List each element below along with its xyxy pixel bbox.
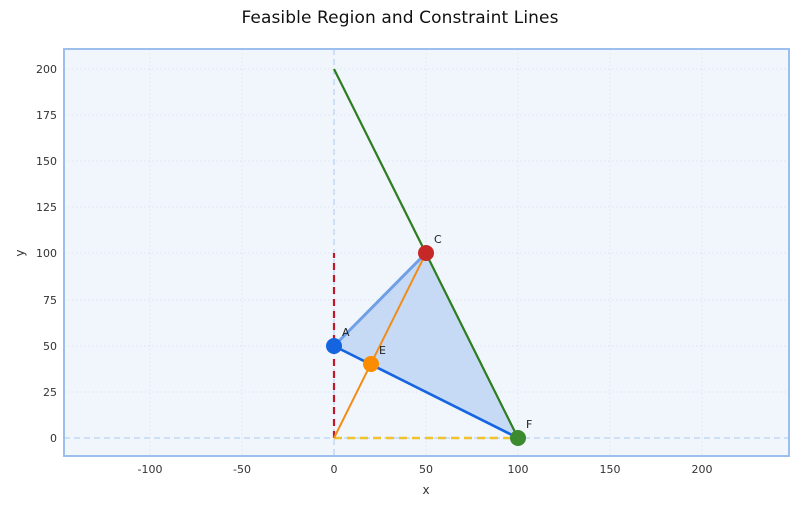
point-f [510,430,526,446]
svg-text:-50: -50 [233,463,251,476]
point-label-e: E [379,344,386,357]
feasible-region [334,253,518,438]
plot-frame [63,48,790,457]
y-tick-labels: 200 175 150 125 100 75 50 25 0 [36,63,57,445]
point-label-c: C [434,233,442,246]
svg-text:100: 100 [36,247,57,260]
svg-text:175: 175 [36,109,57,122]
point-label-a: A [342,326,350,339]
svg-text:25: 25 [43,386,57,399]
svg-text:125: 125 [36,201,57,214]
point-a [326,338,342,354]
point-label-f: F [526,418,532,431]
svg-text:-100: -100 [138,463,163,476]
svg-text:150: 150 [600,463,621,476]
svg-text:100: 100 [508,463,529,476]
constraint-orange-line [333,252,427,439]
y-axis-label: y [13,249,27,256]
chart-title: Feasible Region and Constraint Lines [241,8,559,28]
svg-text:200: 200 [36,63,57,76]
svg-text:0: 0 [331,463,338,476]
svg-text:50: 50 [43,340,57,353]
x-tick-labels: -100 -50 0 50 100 150 200 [138,463,713,476]
region-edge-ac [332,251,428,348]
x-axis-label: x [422,483,429,497]
svg-text:0: 0 [50,432,57,445]
point-e [363,356,379,372]
svg-text:50: 50 [419,463,433,476]
svg-text:75: 75 [43,294,57,307]
point-c [418,245,434,261]
svg-text:150: 150 [36,155,57,168]
svg-text:200: 200 [692,463,713,476]
grid [64,49,789,456]
